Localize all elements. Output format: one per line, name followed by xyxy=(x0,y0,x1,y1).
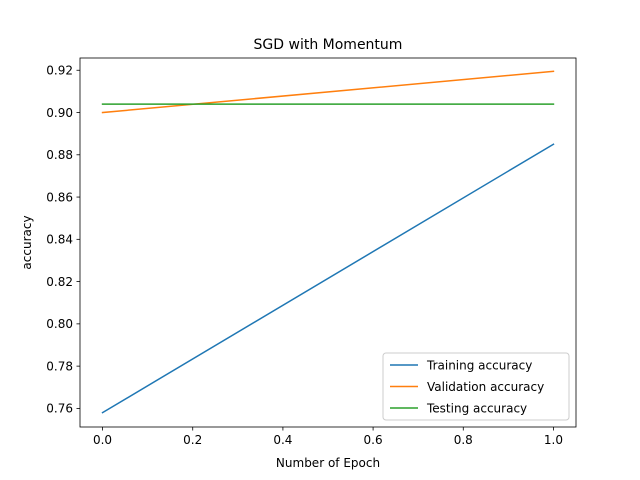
x-axis-label: Number of Epoch xyxy=(276,456,380,470)
y-tick-label: 0.76 xyxy=(46,402,73,416)
x-tick-label: 0.0 xyxy=(93,433,112,447)
legend-label-2: Validation accuracy xyxy=(427,380,544,394)
legend-label-3: Testing accuracy xyxy=(426,401,527,415)
y-tick-label: 0.92 xyxy=(46,64,73,78)
x-axis-ticks: 0.0 0.2 0.4 0.6 0.8 1.0 xyxy=(93,427,563,447)
y-tick-label: 0.90 xyxy=(46,106,73,120)
series-line-2 xyxy=(101,70,555,114)
legend-label-1: Training accuracy xyxy=(426,358,532,372)
x-tick-label: 0.8 xyxy=(454,433,473,447)
x-tick-label: 0.4 xyxy=(273,433,292,447)
y-tick-label: 0.88 xyxy=(46,148,73,162)
series-line-1 xyxy=(101,143,555,414)
y-tick-label: 0.82 xyxy=(46,275,73,289)
y-tick-label: 0.78 xyxy=(46,359,73,373)
chart-title: SGD with Momentum xyxy=(254,37,403,53)
legend-box xyxy=(382,352,570,421)
legend: Training accuracy Validation accuracy Test… xyxy=(382,352,570,421)
plot-frame xyxy=(79,57,577,428)
y-tick-label: 0.86 xyxy=(46,190,73,204)
y-tick-label: 0.80 xyxy=(46,317,73,331)
y-tick-label: 0.84 xyxy=(46,233,73,247)
y-axis-label: accuracy xyxy=(20,215,34,269)
series-lines xyxy=(101,70,555,414)
y-axis-ticks: 0.76 0.78 0.80 0.82 0.84 0.86 0.88 0.90 0.92 xyxy=(46,64,80,416)
x-tick-label: 0.2 xyxy=(183,433,202,447)
x-tick-label: 0.6 xyxy=(364,433,383,447)
x-tick-label: 1.0 xyxy=(544,433,563,447)
